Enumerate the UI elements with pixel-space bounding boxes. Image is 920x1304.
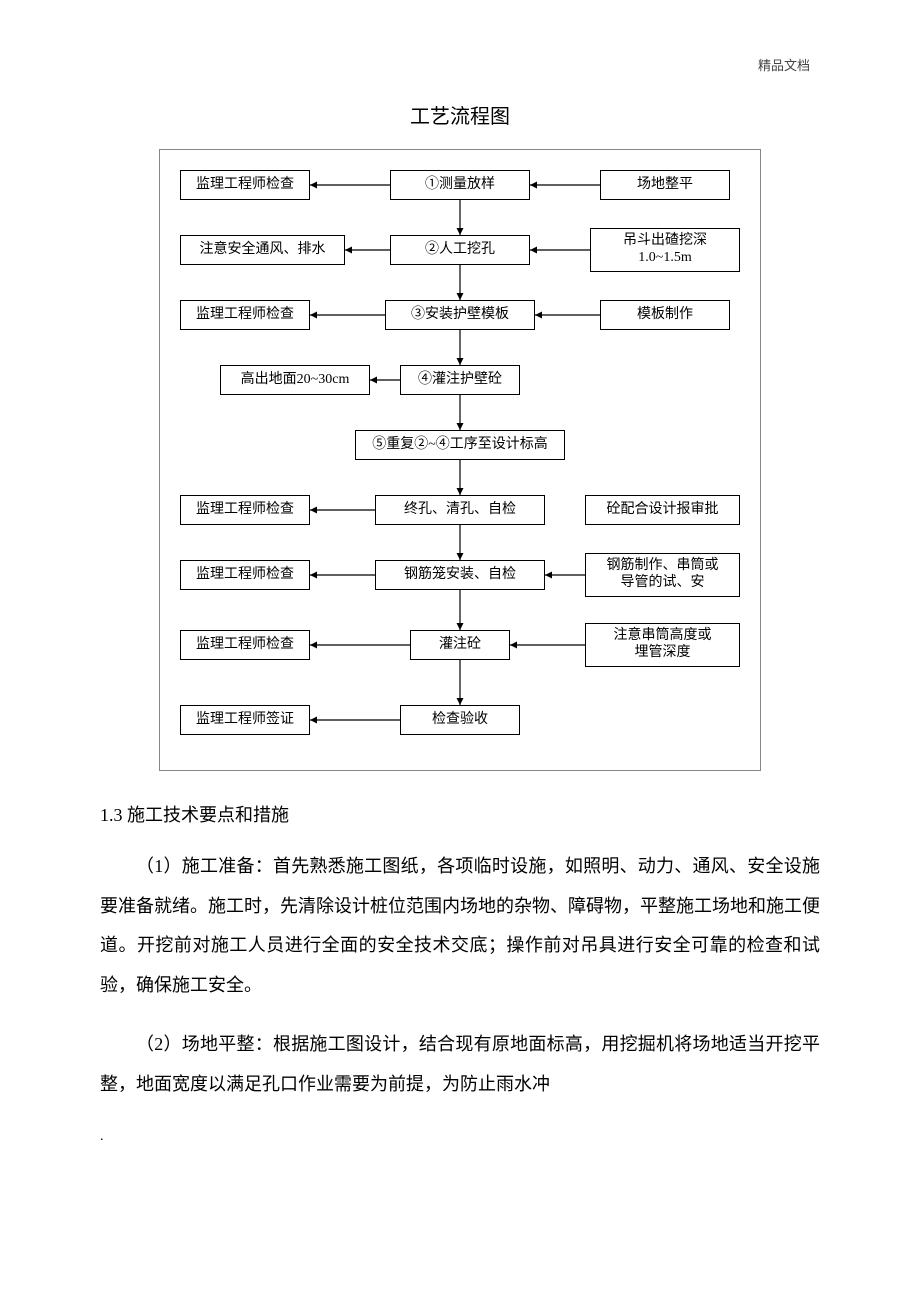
flow-node-r3r: 模板制作 xyxy=(600,300,730,330)
paragraph-1: （1）施工准备：首先熟悉施工图纸，各项临时设施，如照明、动力、通风、安全设施要准… xyxy=(100,847,820,1005)
flow-node-r8c: 灌注砼 xyxy=(410,630,510,660)
flow-node-r4l: 高出地面20~30cm xyxy=(220,365,370,395)
flow-node-r9c: 检查验收 xyxy=(400,705,520,735)
flow-node-r6r: 砼配合设计报审批 xyxy=(585,495,740,525)
flow-node-r2l: 注意安全通风、排水 xyxy=(180,235,345,265)
paragraph-2: （2）场地平整：根据施工图设计，结合现有原地面标高，用挖掘机将场地适当开挖平整，… xyxy=(100,1025,820,1104)
flow-node-r7r: 钢筋制作、串筒或 导管的试、安 xyxy=(585,553,740,597)
footer-dot: . xyxy=(100,1129,104,1145)
flow-node-r8l: 监理工程师检查 xyxy=(180,630,310,660)
flow-node-r1l: 监理工程师检查 xyxy=(180,170,310,200)
flow-node-r5c: ⑤重复②~④工序至设计标高 xyxy=(355,430,565,460)
figure-title: 工艺流程图 xyxy=(100,100,820,129)
watermark-text: 精品文档 xyxy=(758,55,810,74)
flow-node-r8r: 注意串筒高度或 埋管深度 xyxy=(585,623,740,667)
flow-node-r1c: ①测量放样 xyxy=(390,170,530,200)
flow-node-r4c: ④灌注护壁砼 xyxy=(400,365,520,395)
flow-node-r6l: 监理工程师检查 xyxy=(180,495,310,525)
flow-node-r1r: 场地整平 xyxy=(600,170,730,200)
flow-node-r2r: 吊斗出碴挖深 1.0~1.5m xyxy=(590,228,740,272)
flow-node-r6c: 终孔、清孔、自检 xyxy=(375,495,545,525)
flow-node-r3l: 监理工程师检查 xyxy=(180,300,310,330)
process-flowchart: 监理工程师检查 ①测量放样 场地整平注意安全通风、排水 ②人工挖孔 吊斗出碴挖深 1.0… xyxy=(159,149,761,771)
flow-node-r2c: ②人工挖孔 xyxy=(390,235,530,265)
flow-node-r7l: 监理工程师检查 xyxy=(180,560,310,590)
flow-node-r7c: 钢筋笼安装、自检 xyxy=(375,560,545,590)
section-heading: 1.3 施工技术要点和措施 xyxy=(100,801,820,827)
flow-node-r9l: 监理工程师签证 xyxy=(180,705,310,735)
flow-node-r3c: ③安装护壁模板 xyxy=(385,300,535,330)
